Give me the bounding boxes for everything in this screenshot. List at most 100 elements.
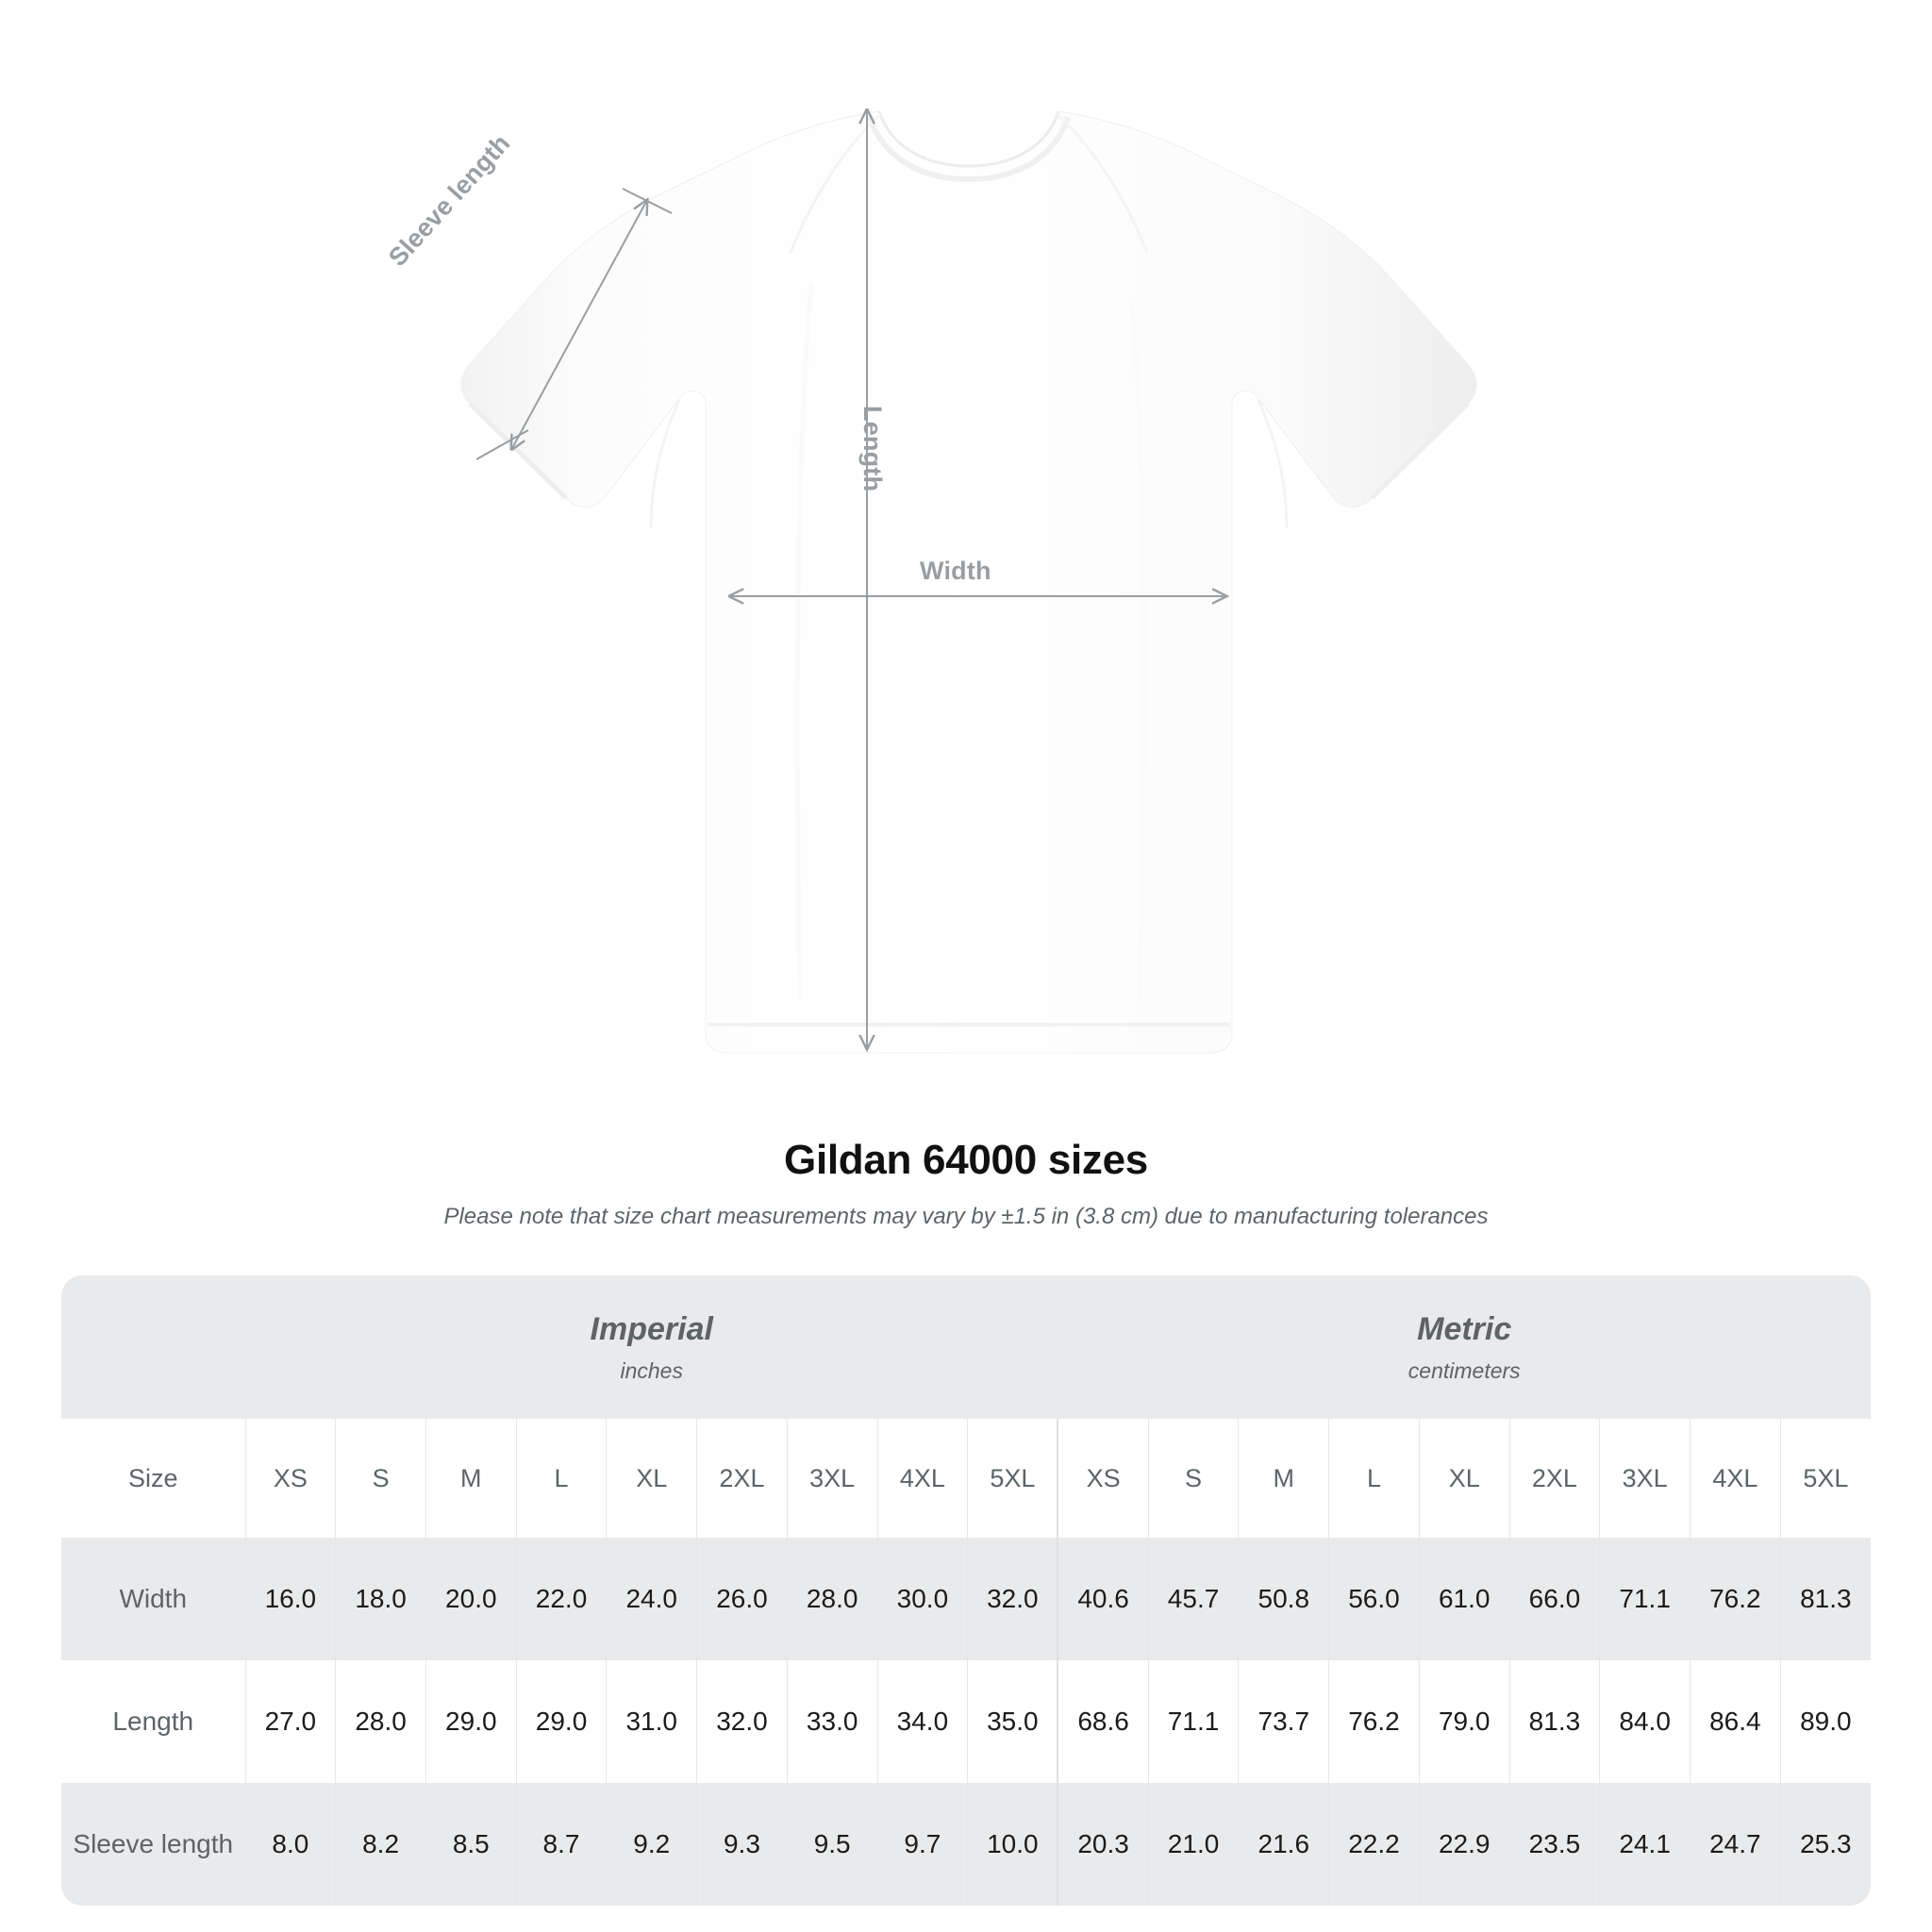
page-title: Gildan 64000 sizes xyxy=(784,1137,1148,1183)
unit-group-header: Imperial inches xyxy=(245,1275,1058,1419)
measurement-cell: 27.0 xyxy=(244,1660,336,1783)
table-row: Length 27.0 28.0 29.0 29.0 31.0 32.0 33.0 34.0 35… xyxy=(61,1660,1871,1783)
measurement-cell: 68.6 xyxy=(1057,1660,1149,1783)
measurement-cell: 76.2 xyxy=(1690,1538,1781,1660)
measurement-cell: 10.0 xyxy=(967,1783,1058,1906)
measurement-row-label: Sleeve length xyxy=(61,1783,245,1906)
unit-group-subtitle: centimeters xyxy=(1407,1357,1521,1383)
measurement-cell: 22.2 xyxy=(1328,1783,1420,1906)
measurement-cell: 24.1 xyxy=(1599,1783,1690,1906)
measurement-cell: 20.0 xyxy=(425,1538,517,1660)
sleeve-length-arrow xyxy=(512,200,647,448)
measurement-cell: 33.0 xyxy=(786,1660,878,1783)
measurement-cell: 25.3 xyxy=(1779,1783,1871,1906)
measurement-cell: 23.5 xyxy=(1508,1783,1600,1906)
measurement-cell: 24.0 xyxy=(606,1538,697,1660)
size-column-header: XS xyxy=(1057,1419,1149,1538)
size-column-header: 2XL xyxy=(696,1419,788,1538)
measurement-cell: 50.8 xyxy=(1238,1538,1329,1660)
size-chart-table-wrap: Imperial inches Metric centimeters Size XS S M L… xyxy=(61,1275,1871,1906)
unit-group-subtitle: inches xyxy=(620,1357,683,1383)
unit-group-header: Metric centimeters xyxy=(1058,1275,1871,1419)
measurement-cell: 22.0 xyxy=(515,1538,607,1660)
measurement-cell: 56.0 xyxy=(1328,1538,1420,1660)
measurement-cell: 20.3 xyxy=(1057,1783,1149,1906)
measurement-cell: 31.0 xyxy=(606,1660,697,1783)
measurement-cell: 24.7 xyxy=(1690,1783,1781,1906)
measurement-cell: 9.5 xyxy=(786,1783,878,1906)
size-column-header: 3XL xyxy=(786,1419,878,1538)
size-header-row: Size XS S M L XL 2XL 3XL 4XL 5XL XS S M L XL 2XL 3XL 4XL 5… xyxy=(61,1419,1871,1538)
size-column-header: M xyxy=(1238,1419,1329,1538)
measurement-cell: 8.7 xyxy=(515,1783,607,1906)
measurement-cell: 71.1 xyxy=(1599,1538,1690,1660)
measurement-row-label: Length xyxy=(61,1660,245,1783)
measurement-cell: 8.0 xyxy=(244,1783,336,1906)
measurement-cell: 18.0 xyxy=(335,1538,426,1660)
measurement-cell: 32.0 xyxy=(696,1660,788,1783)
measurement-cell: 89.0 xyxy=(1779,1660,1871,1783)
measurement-cell: 21.6 xyxy=(1238,1783,1329,1906)
unit-group-name: Metric xyxy=(1417,1310,1512,1347)
measurement-cell: 35.0 xyxy=(967,1660,1058,1783)
size-column-header: 5XL xyxy=(1779,1419,1871,1538)
size-column-header: M xyxy=(425,1419,517,1538)
measurement-cell: 21.0 xyxy=(1147,1783,1239,1906)
length-label: Length xyxy=(858,406,887,492)
size-column-header: S xyxy=(335,1419,426,1538)
measurement-cell: 73.7 xyxy=(1238,1660,1329,1783)
measurement-cell: 16.0 xyxy=(244,1538,336,1660)
measurement-cell: 76.2 xyxy=(1328,1660,1420,1783)
measurement-guides xyxy=(475,111,1226,1049)
table-row: Sleeve length 8.0 8.2 8.5 8.7 9.2 9.3 9.5 9.7 10.… xyxy=(61,1783,1871,1906)
size-column-header: 4XL xyxy=(1690,1419,1781,1538)
size-column-header: XL xyxy=(1418,1419,1510,1538)
measurement-cell: 22.9 xyxy=(1418,1783,1510,1906)
measurement-row-label: Width xyxy=(61,1538,245,1660)
measurement-cell: 30.0 xyxy=(876,1538,968,1660)
tshirt-shape xyxy=(460,110,1477,1054)
measurement-cell: 28.0 xyxy=(335,1660,426,1783)
size-column-header: 5XL xyxy=(967,1419,1058,1538)
table-corner-cell xyxy=(61,1275,245,1419)
measurement-cell: 40.6 xyxy=(1057,1538,1149,1660)
size-column-header: XS xyxy=(244,1419,336,1538)
page-subtitle: Please note that size chart measurements… xyxy=(443,1203,1489,1229)
sleeve-tick-top xyxy=(622,188,673,214)
sleeve-tick-bottom xyxy=(475,429,529,460)
unit-group-name: Imperial xyxy=(590,1310,713,1347)
measurement-cell: 81.3 xyxy=(1779,1538,1871,1660)
measurement-cell: 9.7 xyxy=(876,1783,968,1906)
measurement-cell: 71.1 xyxy=(1147,1660,1239,1783)
size-chart-table: Imperial inches Metric centimeters Size XS S M L… xyxy=(61,1275,1871,1906)
measurement-cell: 34.0 xyxy=(876,1660,968,1783)
width-label: Width xyxy=(920,557,991,585)
size-column-header: L xyxy=(515,1419,607,1538)
measurement-cell: 26.0 xyxy=(696,1538,788,1660)
size-column-header: XL xyxy=(606,1419,697,1538)
size-column-header: 3XL xyxy=(1599,1419,1690,1538)
measurement-cell: 9.2 xyxy=(606,1783,697,1906)
table-row: Width 16.0 18.0 20.0 22.0 24.0 26.0 28.0 30.0 32.… xyxy=(61,1538,1871,1660)
measurement-cell: 28.0 xyxy=(786,1538,878,1660)
measurement-cell: 66.0 xyxy=(1508,1538,1600,1660)
measurement-cell: 29.0 xyxy=(515,1660,607,1783)
measurement-cell: 45.7 xyxy=(1147,1538,1239,1660)
measurement-cell: 8.2 xyxy=(335,1783,426,1906)
measurement-cell: 79.0 xyxy=(1418,1660,1510,1783)
measurement-cell: 9.3 xyxy=(696,1783,788,1906)
unit-group-row: Imperial inches Metric centimeters xyxy=(61,1275,1871,1419)
title-block: Gildan 64000 sizes Please note that size… xyxy=(0,1137,1932,1230)
measurement-cell: 84.0 xyxy=(1599,1660,1690,1783)
tshirt-illustration: Sleeve length Length Width xyxy=(383,0,1477,1054)
size-column-header: L xyxy=(1328,1419,1420,1538)
measurement-cell: 81.3 xyxy=(1508,1660,1600,1783)
measurement-cell: 61.0 xyxy=(1418,1538,1510,1660)
measurement-cell: 32.0 xyxy=(967,1538,1058,1660)
size-column-header: 2XL xyxy=(1508,1419,1600,1538)
tshirt-diagram-svg xyxy=(460,0,1477,1054)
measurement-cell: 29.0 xyxy=(425,1660,517,1783)
size-column-header: 4XL xyxy=(876,1419,968,1538)
row-label-header: Size xyxy=(61,1419,245,1538)
